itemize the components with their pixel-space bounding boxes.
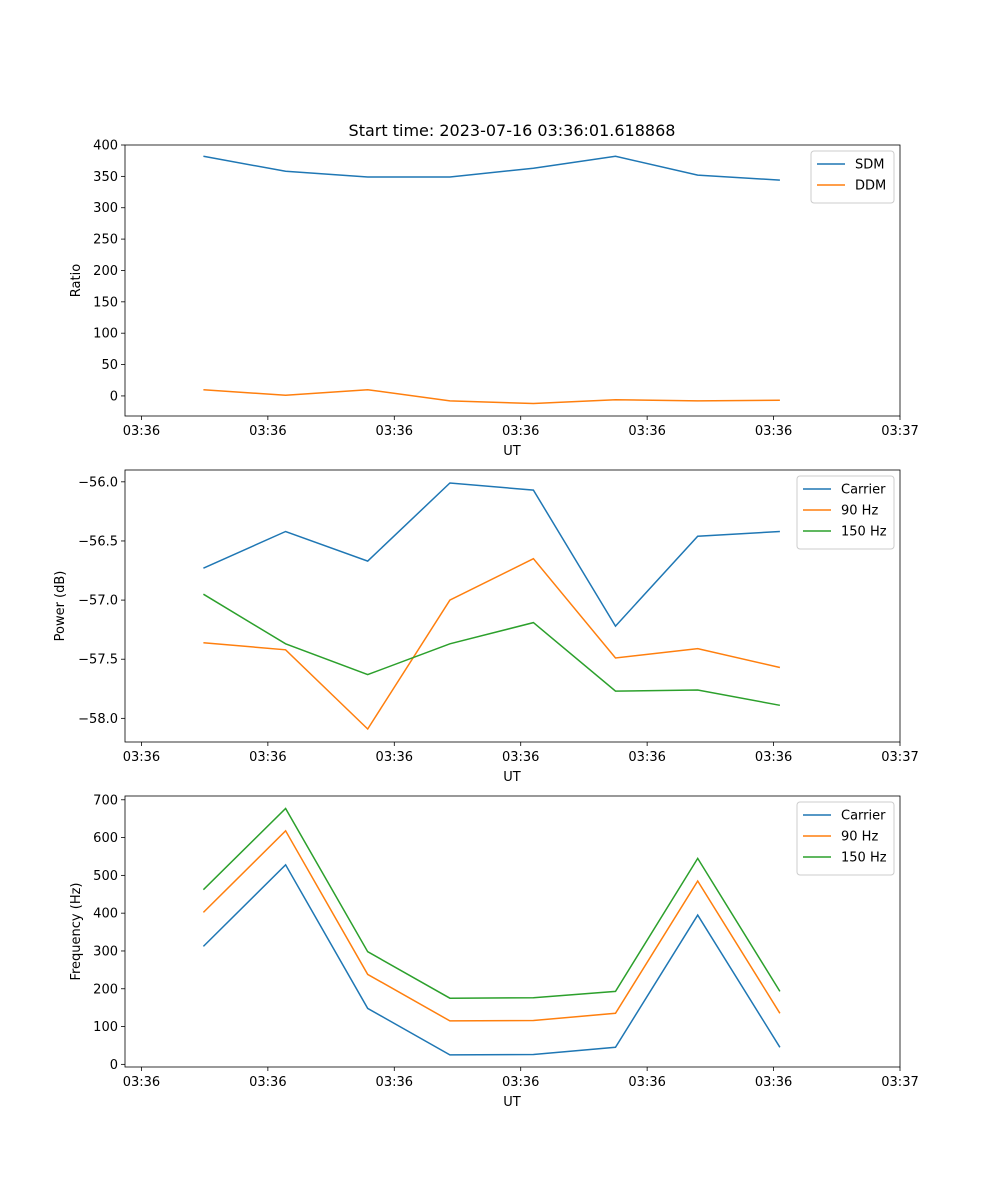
y-tick-label: 100	[93, 1020, 118, 1035]
legend-label: 150 Hz	[841, 525, 887, 540]
x-axis-label: UT	[503, 770, 521, 785]
x-axis-label: UT	[503, 444, 521, 459]
x-axis-label: UT	[503, 1095, 521, 1110]
series-line-90-hz	[202, 829, 781, 1022]
subplot-3: 03:36 03:36 03:36 03:36 03:36 03:36 03:37 0 100 2…	[69, 793, 919, 1110]
legend: SDM DDM	[810, 150, 895, 204]
x-tick-label: 03:36	[376, 1075, 413, 1090]
series-line-carrier	[202, 863, 781, 1056]
x-tick-label: 03:36	[502, 1075, 539, 1090]
subplot-2: 03:36 03:36 03:36 03:36 03:36 03:36 03:37 −58.0…	[53, 469, 919, 785]
x-tick-label: 03:36	[502, 750, 539, 765]
y-axis-label: Frequency (Hz)	[69, 882, 84, 980]
x-tick-label: 03:36	[628, 424, 665, 439]
series-line-ddm	[203, 388, 780, 405]
y-tick-label: 400	[93, 139, 118, 154]
y-tick-label: 50	[101, 358, 118, 373]
legend-label: 90 Hz	[841, 830, 878, 845]
series-line-150-hz	[203, 593, 781, 707]
y-tick-label: 600	[93, 831, 118, 846]
x-tick-label: 03:36	[755, 1075, 792, 1090]
series-line-90-hz	[203, 557, 781, 731]
series-line-carrier	[203, 482, 780, 628]
series-line-150-hz	[202, 807, 781, 999]
y-tick-label: 400	[93, 907, 118, 922]
y-tick-label: 250	[93, 233, 118, 248]
y-tick-label: −58.0	[78, 712, 118, 727]
y-tick-label: 150	[93, 295, 118, 310]
legend: Carrier 90 Hz 150 Hz	[796, 801, 895, 876]
x-tick-label: 03:36	[755, 750, 792, 765]
y-tick-label: 700	[93, 793, 118, 808]
legend-label: SDM	[855, 158, 884, 173]
legend-label: Carrier	[841, 809, 886, 824]
x-tick-label: 03:36	[502, 424, 539, 439]
x-tick-label: 03:36	[376, 424, 413, 439]
y-tick-label: 300	[93, 201, 118, 216]
y-tick-label: 200	[93, 264, 118, 279]
x-tick-label: 03:37	[881, 1075, 918, 1090]
x-tick-label: 03:36	[123, 750, 160, 765]
series-line-sdm	[203, 155, 780, 181]
x-tick-label: 03:36	[123, 1075, 160, 1090]
chart-title: Start time: 2023-07-16 03:36:01.618868	[349, 121, 676, 140]
x-tick-label: 03:36	[628, 1075, 665, 1090]
y-tick-label: 350	[93, 170, 118, 185]
x-tick-label: 03:36	[249, 424, 286, 439]
legend-label: 150 Hz	[841, 851, 887, 866]
axes-frame	[124, 469, 901, 743]
x-tick-label: 03:37	[881, 750, 918, 765]
legend-label: 90 Hz	[841, 504, 878, 519]
x-tick-label: 03:37	[881, 424, 918, 439]
y-axis-label: Power (dB)	[53, 571, 68, 642]
x-tick-label: 03:36	[755, 424, 792, 439]
legend: Carrier 90 Hz 150 Hz	[796, 475, 895, 550]
y-tick-label: 300	[93, 944, 118, 959]
x-tick-label: 03:36	[123, 424, 160, 439]
axes-frame	[124, 144, 901, 417]
y-tick-label: −56.0	[78, 475, 118, 490]
subplot-1: 03:36 03:36 03:36 03:36 03:36 03:36 03:37 0 50 10…	[69, 139, 919, 460]
y-tick-label: −57.0	[78, 594, 118, 609]
y-tick-label: 0	[110, 1058, 118, 1073]
y-tick-label: 200	[93, 982, 118, 997]
legend-label: Carrier	[841, 483, 886, 498]
x-tick-label: 03:36	[628, 750, 665, 765]
y-tick-label: 500	[93, 869, 118, 884]
legend-label: DDM	[855, 179, 886, 194]
x-tick-label: 03:36	[249, 750, 286, 765]
x-tick-label: 03:36	[376, 750, 413, 765]
x-tick-label: 03:36	[249, 1075, 286, 1090]
y-tick-label: −56.5	[78, 534, 118, 549]
y-tick-label: −57.5	[78, 653, 118, 668]
y-axis-label: Ratio	[69, 264, 84, 297]
y-tick-label: 100	[93, 327, 118, 342]
axes-frame	[124, 795, 901, 1068]
y-tick-label: 0	[110, 389, 118, 404]
